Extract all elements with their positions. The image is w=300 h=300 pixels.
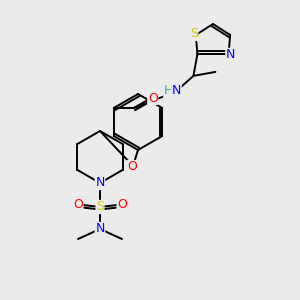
Text: O: O xyxy=(148,92,158,104)
Text: O: O xyxy=(117,197,127,211)
Text: O: O xyxy=(73,197,83,211)
Text: N: N xyxy=(95,176,105,190)
Text: H: H xyxy=(164,84,173,98)
Text: N: N xyxy=(226,48,235,62)
Text: O: O xyxy=(127,160,137,173)
Text: S: S xyxy=(96,200,104,214)
Text: N: N xyxy=(172,84,181,98)
Text: N: N xyxy=(95,223,105,236)
Text: S: S xyxy=(190,28,198,40)
